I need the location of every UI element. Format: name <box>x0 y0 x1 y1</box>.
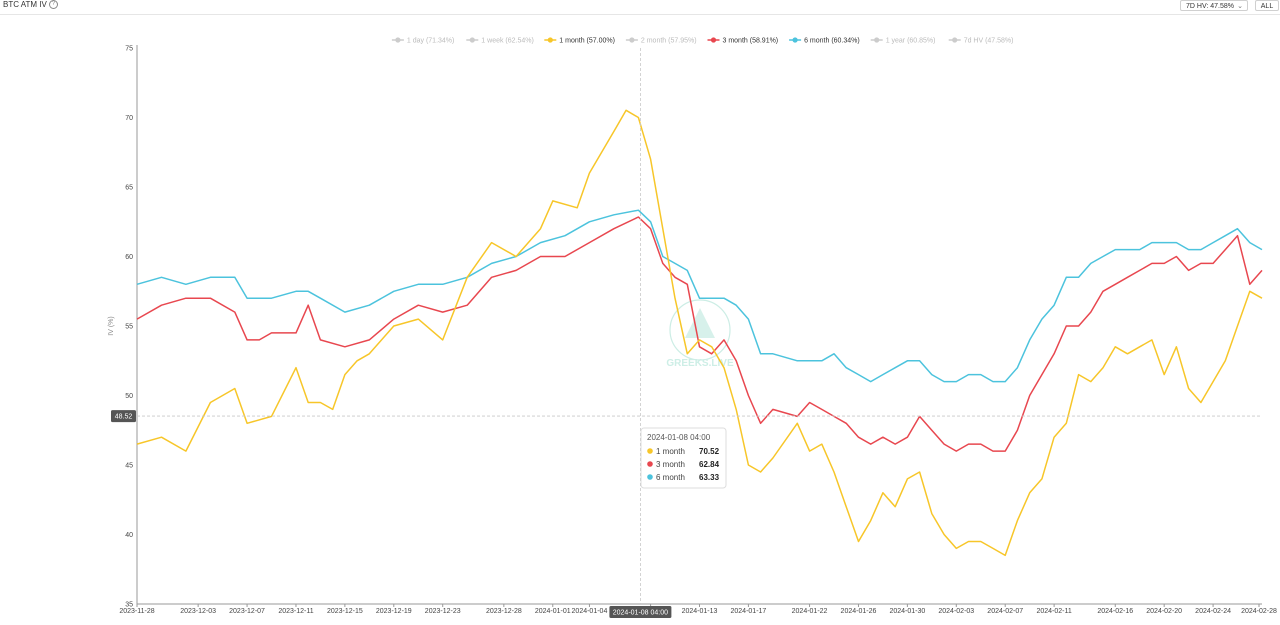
tooltip-title: 2024-01-08 04:00 <box>647 433 711 442</box>
hv-select-value: 7D HV: 47.58% <box>1186 3 1234 10</box>
legend-label: 1 day (71.34%) <box>407 38 454 45</box>
crosshair-x-label: 2024-01-08 04:00 <box>613 610 668 617</box>
x-tick-label: 2023-11-28 <box>119 608 154 615</box>
x-tick-label: 2023-12-15 <box>327 608 363 615</box>
tooltip-marker <box>647 474 653 480</box>
legend-swatch-dot <box>629 37 635 43</box>
x-tick-label: 2023-12-07 <box>229 608 265 615</box>
y-tick-label: 50 <box>125 393 133 400</box>
x-tick-label: 2023-12-19 <box>376 608 412 615</box>
x-tick-label: 2024-01-04 <box>572 608 608 615</box>
x-tick-label: 2024-01-01 <box>535 608 571 615</box>
x-tick-label: 2023-12-23 <box>425 608 461 615</box>
crosshair-y-label-box <box>111 410 136 423</box>
y-axis-label: IV (%) <box>108 316 115 335</box>
legend-item[interactable]: 1 year (60.85%) <box>870 37 936 45</box>
y-tick-label: 70 <box>125 115 133 122</box>
question-circle-icon[interactable]: ? <box>48 0 58 10</box>
legend-swatch-dot <box>547 37 553 43</box>
x-tick-label: 2024-02-03 <box>938 608 974 615</box>
legend-swatch-dot <box>874 37 880 43</box>
tooltip-marker <box>647 461 653 467</box>
y-tick-label: 45 <box>125 463 133 470</box>
chart-title-text: BTC ATM IV <box>3 0 47 9</box>
legend-item[interactable]: 7d HV (47.58%) <box>948 37 1014 45</box>
x-tick-label: 2024-01-17 <box>731 608 767 615</box>
legend-label: 3 month (58.91%) <box>723 38 779 45</box>
x-tick-label: 2023-12-28 <box>486 608 522 615</box>
y-tick-label: 60 <box>125 254 133 261</box>
chart-title: BTC ATM IV? <box>3 0 58 10</box>
crosshair: 48.52 2024-01-08 04:00 <box>111 48 1262 618</box>
y-tick-label: 35 <box>125 602 133 609</box>
x-tick-label: 2024-01-13 <box>682 608 718 615</box>
legend-item[interactable]: 1 week (62.54%) <box>466 37 534 45</box>
series-line-1-month <box>136 109 1263 557</box>
chart-axes: 35 40 45 50 55 60 65 70 75 IV (%) 2023-11-28 2023-1… <box>108 45 1277 615</box>
tooltip-series-value: 70.52 <box>699 447 720 456</box>
legend-item[interactable]: 3 month (58.91%) <box>707 37 779 45</box>
watermark-circle <box>669 299 731 361</box>
legend-item[interactable]: 6 month (60.34%) <box>789 37 860 45</box>
watermark: GREEKS.LIVE <box>666 299 734 369</box>
x-tick-label: 2024-02-11 <box>1036 608 1071 615</box>
legend-item[interactable]: 1 month (57.00%) <box>544 37 615 45</box>
watermark-logo-icon <box>685 308 715 338</box>
y-tick-label: 55 <box>125 324 133 331</box>
series-line-6-month <box>136 209 1263 383</box>
hv-select[interactable]: 7D HV: 47.58% ⌄ <box>1180 0 1248 11</box>
legend-label: 1 month (57.00%) <box>559 38 615 45</box>
legend-label: 2 month (57.95%) <box>641 38 697 45</box>
legend-label: 1 week (62.54%) <box>481 38 534 45</box>
y-tick-label: 75 <box>125 46 133 53</box>
x-tick-label: 2024-01-30 <box>889 608 925 615</box>
watermark-text: GREEKS.LIVE <box>666 358 734 369</box>
legend-swatch-dot <box>952 37 958 43</box>
legend-swatch-dot <box>395 37 401 43</box>
y-tick-label: 65 <box>125 185 133 192</box>
chart-legend: 1 day (71.34%) 1 week (62.54%) 1 month (57… <box>391 37 1014 45</box>
legend-swatch-dot <box>710 37 717 43</box>
x-tick-label: 2024-01-26 <box>841 608 877 615</box>
y-tick-label: 40 <box>125 532 133 539</box>
legend-label: 1 year (60.85%) <box>886 38 936 45</box>
tooltip-series-name: 6 month <box>656 473 685 482</box>
legend-label: 6 month (60.34%) <box>804 38 860 45</box>
x-tick-label: 2024-01-22 <box>792 608 828 615</box>
tooltip: 2024-01-08 04:00 1 month 70.52 3 month 62.84… <box>640 427 727 489</box>
chevron-down-icon: ⌄ <box>1237 3 1243 10</box>
all-button[interactable]: ALL <box>1255 0 1279 11</box>
chart-series <box>136 109 1263 557</box>
tooltip-series-value: 62.84 <box>699 460 720 469</box>
tooltip-series-name: 1 month <box>656 447 685 456</box>
x-tick-label: 2023-12-11 <box>278 608 313 615</box>
legend-item[interactable]: 2 month (57.95%) <box>625 37 697 45</box>
legend-item[interactable]: 1 day (71.34%) <box>391 37 454 45</box>
x-tick-label: 2024-02-28 <box>1241 608 1277 615</box>
top-bar: BTC ATM IV? 7D HV: 47.58% ⌄ ALL <box>0 0 1280 15</box>
legend-label: 7d HV (47.58%) <box>964 38 1014 45</box>
tooltip-marker <box>647 448 653 454</box>
x-tick-label: 2024-02-20 <box>1146 608 1182 615</box>
tooltip-series-value: 63.33 <box>699 473 720 482</box>
x-tick-label: 2024-02-24 <box>1195 608 1231 615</box>
x-tick-label: 2024-02-07 <box>987 608 1023 615</box>
crosshair-x-label-box <box>609 606 672 618</box>
legend-swatch-dot <box>792 37 798 43</box>
crosshair-y-label: 48.52 <box>115 414 133 421</box>
x-tick-label: 2024-02-16 <box>1097 608 1133 615</box>
tooltip-box <box>640 427 727 489</box>
tooltip-series-name: 3 month <box>656 460 685 469</box>
legend-swatch-dot <box>469 37 475 43</box>
series-line-3-month <box>136 216 1263 452</box>
x-tick-label: 2023-12-03 <box>180 608 216 615</box>
